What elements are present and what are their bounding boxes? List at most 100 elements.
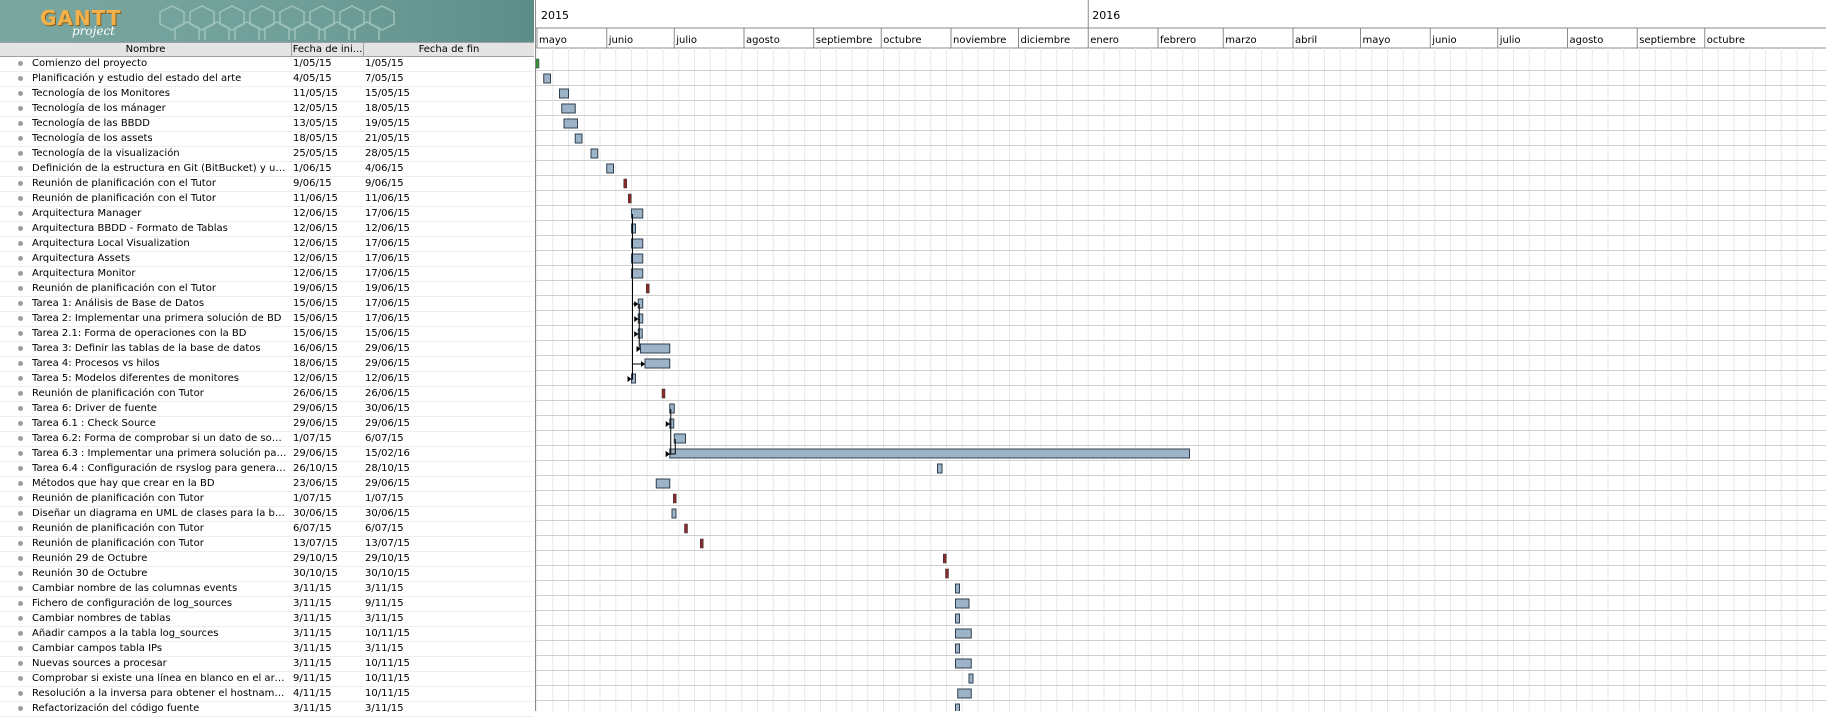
column-header-name[interactable]: Nombre	[0, 43, 292, 56]
task-row[interactable]: Reunión de planificación con el Tutor 19/…	[0, 281, 534, 297]
task-row[interactable]: Tarea 1: Análisis de Base de Datos 15/06/…	[0, 296, 534, 312]
task-start-date: 3/11/15	[293, 583, 332, 594]
task-end-date: 11/06/15	[365, 193, 410, 204]
task-row[interactable]: Refactorización del código fuente 3/11/15…	[0, 701, 534, 717]
dependency-line	[631, 214, 633, 380]
task-row[interactable]: Arquitectura Assets 12/06/15 17/06/15	[0, 251, 534, 267]
task-row[interactable]: Arquitectura Manager 12/06/15 17/06/15	[0, 206, 534, 222]
column-header-end[interactable]: Fecha de fin	[418, 44, 480, 55]
task-start-date: 13/07/15	[293, 538, 338, 549]
task-row[interactable]: Tarea 6: Driver de fuente 29/06/15 30/06/1…	[0, 401, 534, 417]
task-bullet-icon	[18, 526, 23, 531]
timeline-header-bg	[536, 0, 1826, 48]
task-name: Reunión 30 de Octubre	[32, 568, 148, 579]
task-row[interactable]: Tarea 6.2: Forma de comprobar si un dato…	[0, 431, 534, 447]
task-name: Métodos que hay que crear en la BD	[32, 478, 215, 489]
month-label: diciembre	[1021, 35, 1071, 46]
task-milestone-marker	[646, 283, 650, 294]
task-row[interactable]: Planificación y estudio del estado del a…	[0, 71, 534, 87]
dependency-arrow-icon	[665, 421, 670, 427]
month-label: junio	[1431, 35, 1456, 46]
task-row[interactable]: Diseñar un diagrama en UML de clases par…	[0, 506, 534, 522]
task-row[interactable]: Resolución a la inversa para obtener el …	[0, 686, 534, 702]
task-end-date: 7/05/15	[365, 73, 404, 84]
task-row[interactable]: Tarea 6.3 : Implementar una primera solu…	[0, 446, 534, 462]
task-row[interactable]: Reunión de planificación con Tutor 1/07/1…	[0, 491, 534, 507]
task-row[interactable]: Métodos que hay que crear en la BD 23/06/…	[0, 476, 534, 492]
task-row[interactable]: Tecnología de los mánager 12/05/15 18/05/1…	[0, 101, 534, 117]
task-start-date: 1/05/15	[293, 58, 332, 69]
task-bullet-icon	[18, 391, 23, 396]
dependency-arrow-icon	[634, 331, 639, 337]
column-header-start[interactable]: Fecha de ini...	[292, 43, 364, 56]
task-bar	[955, 643, 960, 654]
task-row[interactable]: Tarea 6.1 : Check Source 29/06/15 29/06/15	[0, 416, 534, 432]
dependency-arrow-icon	[636, 346, 641, 352]
task-row[interactable]: Cambiar campos tabla IPs 3/11/15 3/11/15	[0, 641, 534, 657]
task-row[interactable]: Tarea 2.1: Forma de operaciones con la B…	[0, 326, 534, 342]
task-bar	[631, 223, 636, 234]
task-bar	[937, 463, 943, 474]
task-name: Reunión de planificación con el Tutor	[32, 283, 216, 294]
task-row[interactable]: Arquitectura Monitor 12/06/15 17/06/15	[0, 266, 534, 282]
task-bar	[574, 133, 583, 144]
task-end-date: 13/07/15	[365, 538, 410, 549]
task-milestone-marker	[945, 568, 949, 579]
task-end-date: 30/06/15	[365, 403, 410, 414]
task-name: Tarea 6.3 : Implementar una primera solu…	[32, 448, 288, 459]
task-row[interactable]: Tecnología de las BBDD 13/05/15 19/05/15	[0, 116, 534, 132]
dependency-arrow-icon	[634, 316, 639, 322]
task-end-date: 30/10/15	[365, 568, 410, 579]
task-row[interactable]: Nuevas sources a procesar 3/11/15 10/11/15	[0, 656, 534, 672]
task-bar	[644, 358, 671, 369]
task-row[interactable]: Arquitectura Local Visualization 12/06/15…	[0, 236, 534, 252]
task-row[interactable]: Fichero de configuración de log_sources 3…	[0, 596, 534, 612]
task-row[interactable]: Tarea 6.4 : Configuración de rsyslog par…	[0, 461, 534, 477]
task-row[interactable]: Comprobar si existe una línea en blanco …	[0, 671, 534, 687]
task-end-date: 10/11/15	[365, 673, 410, 684]
task-start-date: 26/06/15	[293, 388, 338, 399]
task-end-date: 18/05/15	[365, 103, 410, 114]
task-bullet-icon	[18, 691, 23, 696]
task-bar	[671, 508, 677, 519]
task-bar	[957, 688, 972, 699]
task-row[interactable]: Arquitectura BBDD - Formato de Tablas 12/…	[0, 221, 534, 237]
task-bullet-icon	[18, 406, 23, 411]
task-row[interactable]: Definición de la estructura en Git (BitB…	[0, 161, 534, 177]
task-start-date: 3/11/15	[293, 703, 332, 714]
task-row[interactable]: Tecnología de los assets 18/05/15 21/05/15	[0, 131, 534, 147]
task-row[interactable]: Tecnología de la visualización 25/05/15 28…	[0, 146, 534, 162]
task-milestone-marker	[673, 493, 677, 504]
task-start-date: 3/11/15	[293, 658, 332, 669]
task-row[interactable]: Añadir campos a la tabla log_sources 3/11…	[0, 626, 534, 642]
task-row[interactable]: Reunión de planificación con Tutor 6/07/1…	[0, 521, 534, 537]
task-row[interactable]: Tarea 4: Procesos vs hilos 18/06/15 29/06/…	[0, 356, 534, 372]
task-row[interactable]: Cambiar nombre de las columnas events 3/1…	[0, 581, 534, 597]
task-row[interactable]: Reunión de planificación con el Tutor 9/0…	[0, 176, 534, 192]
task-row[interactable]: Tecnología de los Monitores 11/05/15 15/05…	[0, 86, 534, 102]
task-row[interactable]: Reunión de planificación con Tutor 26/06/…	[0, 386, 534, 402]
task-row[interactable]: Tarea 5: Modelos diferentes de monitores…	[0, 371, 534, 387]
task-start-date: 1/07/15	[293, 433, 332, 444]
task-row[interactable]: Comienzo del proyecto 1/05/15 1/05/15	[0, 56, 534, 72]
task-row[interactable]: Reunión de planificación con el Tutor 11/…	[0, 191, 534, 207]
month-label: octubre	[1707, 35, 1745, 46]
task-row[interactable]: Reunión 30 de Octubre 30/10/15 30/10/15	[0, 566, 534, 582]
task-end-date: 1/07/15	[365, 493, 404, 504]
task-start-date: 9/11/15	[293, 673, 332, 684]
task-bullet-icon	[18, 511, 23, 516]
task-start-date: 29/06/15	[293, 403, 338, 414]
task-row[interactable]: Tarea 2: Implementar una primera solució…	[0, 311, 534, 327]
task-bullet-icon	[18, 256, 23, 261]
task-bullet-icon	[18, 616, 23, 621]
task-row[interactable]: Reunión 29 de Octubre 29/10/15 29/10/15	[0, 551, 534, 567]
task-end-date: 3/11/15	[365, 643, 404, 654]
task-bullet-icon	[18, 121, 23, 126]
task-start-date: 25/05/15	[293, 148, 338, 159]
task-name: Diseñar un diagrama en UML de clases par…	[32, 508, 288, 519]
task-row[interactable]: Cambiar nombres de tablas 3/11/15 3/11/15	[0, 611, 534, 627]
task-end-date: 29/06/15	[365, 343, 410, 354]
task-bullet-icon	[18, 346, 23, 351]
task-row[interactable]: Reunión de planificación con Tutor 13/07/…	[0, 536, 534, 552]
task-row[interactable]: Tarea 3: Definir las tablas de la base d…	[0, 341, 534, 357]
